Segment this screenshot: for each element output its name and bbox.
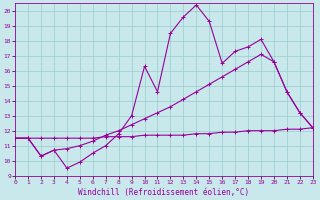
- X-axis label: Windchill (Refroidissement éolien,°C): Windchill (Refroidissement éolien,°C): [78, 188, 250, 197]
